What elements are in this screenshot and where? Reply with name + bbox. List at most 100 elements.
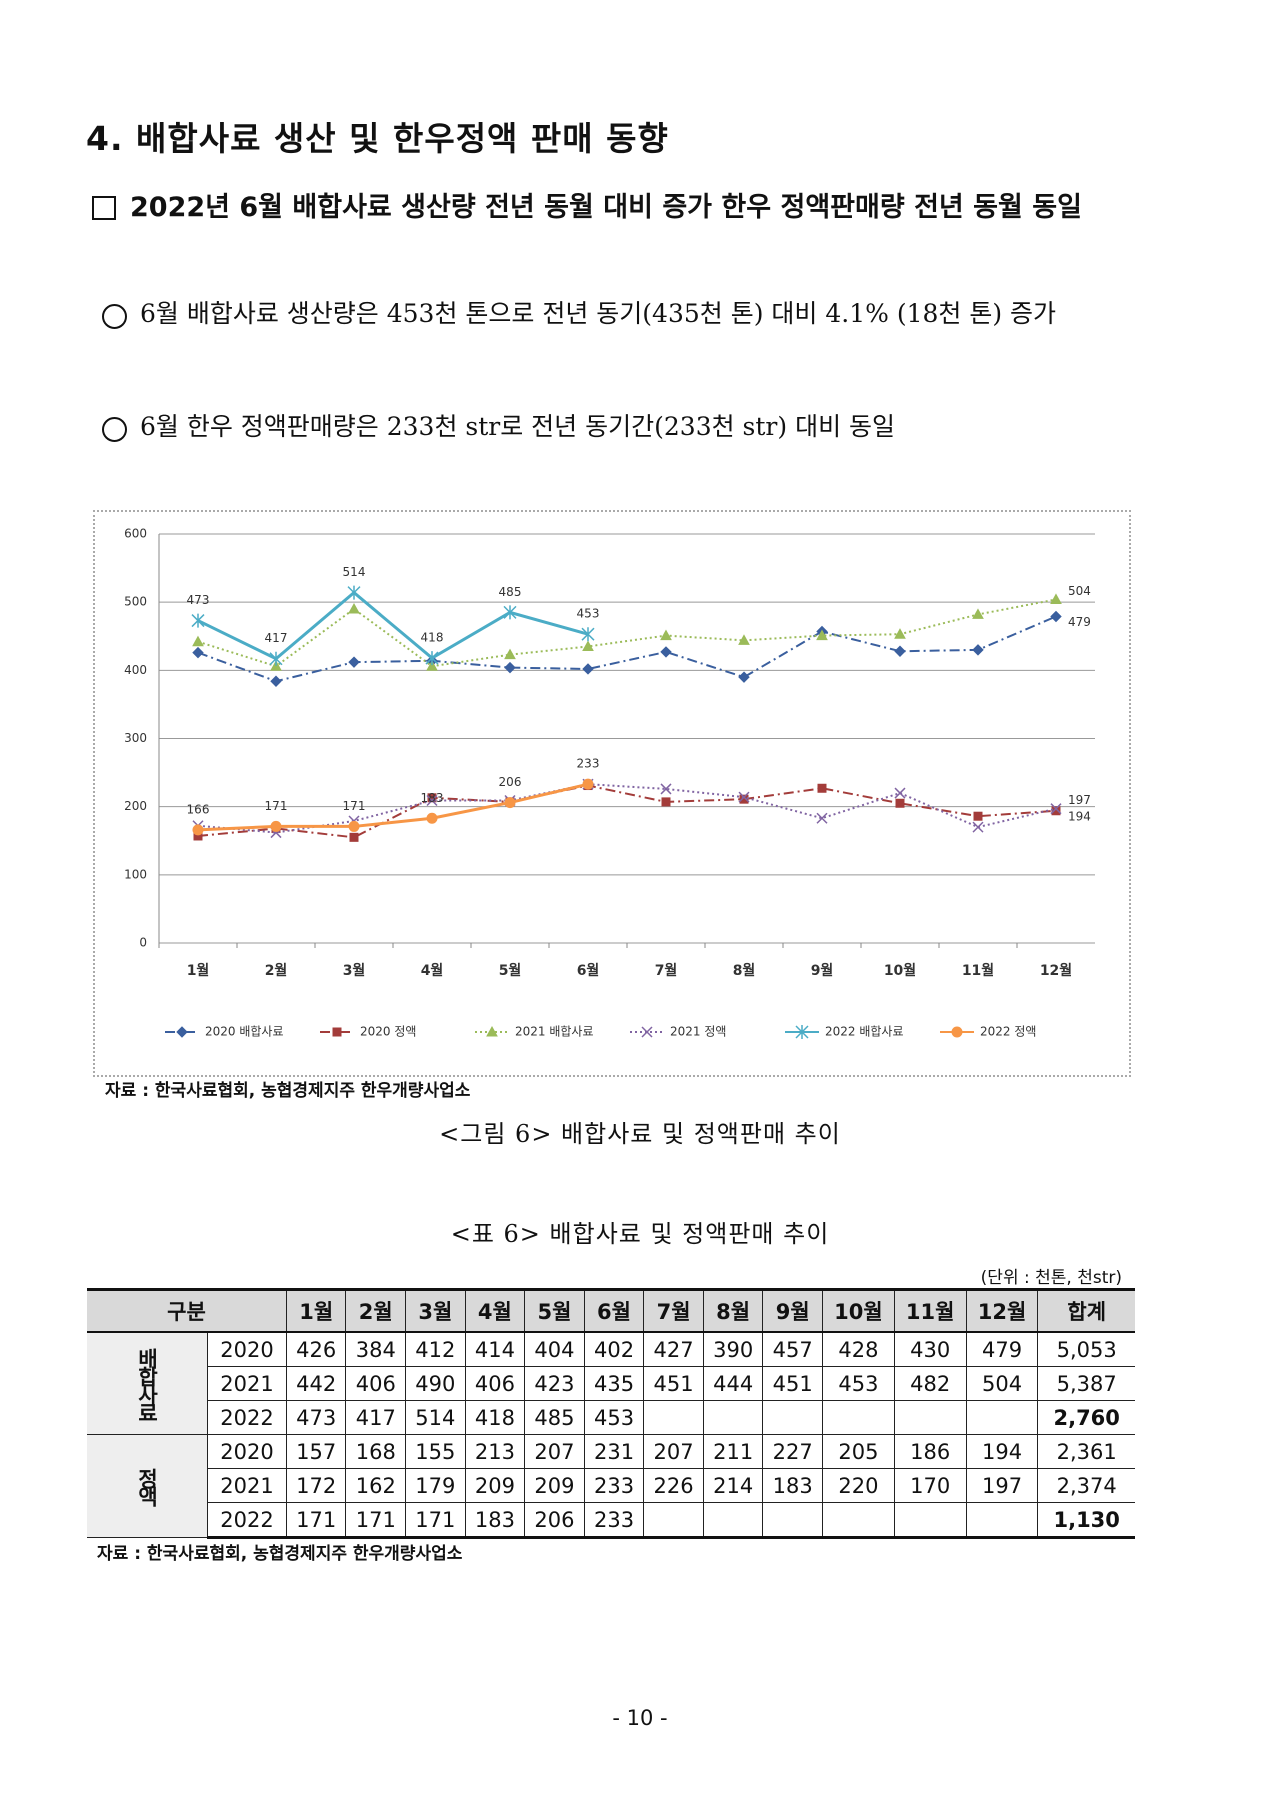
point <box>973 811 983 821</box>
data-cell: 2,361 <box>1037 1434 1135 1469</box>
header-cell: 6월 <box>583 1288 645 1333</box>
group-label: 배합사료 <box>87 1331 208 1435</box>
point <box>816 812 828 824</box>
point <box>426 812 438 824</box>
point <box>426 795 438 807</box>
point <box>895 798 905 808</box>
data-label: 453 <box>577 607 600 621</box>
data-cell: 1,130 <box>1037 1502 1135 1539</box>
data-label: 514 <box>343 565 366 579</box>
point <box>270 820 282 832</box>
data-cell <box>702 1400 764 1435</box>
y-tick-label: 0 <box>139 936 147 950</box>
chart: 0 100 200 300 400 500 600 1월 2월 3월 4월 5월 6월 7월 8월 9월 10월… <box>124 527 1095 1039</box>
series-line <box>197 782 589 832</box>
point <box>660 629 672 641</box>
data-label: 197 <box>1068 793 1091 807</box>
data-cell: 482 <box>893 1366 967 1401</box>
point <box>504 797 516 809</box>
year-cell: 2021 <box>207 1468 287 1503</box>
data-cell: 453 <box>821 1366 895 1401</box>
year-cell: 2021 <box>207 1366 287 1401</box>
header-cell: 구분 <box>87 1288 287 1333</box>
x-tick-label: 4월 <box>421 962 444 979</box>
header-cell: 4월 <box>464 1288 526 1333</box>
point <box>191 613 205 628</box>
x-tick-label: 6월 <box>577 962 600 979</box>
point <box>270 675 282 687</box>
data-label: 233 <box>577 757 600 771</box>
data-cell: 5,053 <box>1037 1331 1135 1367</box>
data-label: 417 <box>265 631 288 645</box>
data-cell: 231 <box>583 1434 645 1469</box>
point <box>192 824 204 836</box>
table-row: 배합사료 2020 426 384 412 414 404 402 427 390 457 428 43… <box>87 1331 1135 1435</box>
header-cell: 11월 <box>893 1288 967 1333</box>
data-cell: 414 <box>464 1331 526 1367</box>
data-cell: 404 <box>524 1331 585 1367</box>
legend-marker <box>951 1026 963 1038</box>
header-cell: 9월 <box>762 1288 823 1333</box>
data-cell <box>762 1400 823 1435</box>
point <box>582 778 594 790</box>
header-cell: 7월 <box>643 1288 704 1333</box>
circle-marker <box>102 304 127 329</box>
y-tick-label: 300 <box>124 731 147 745</box>
point <box>738 791 750 803</box>
data-cell: 442 <box>285 1366 347 1401</box>
data-label: 171 <box>265 799 288 813</box>
data-cell: 211 <box>702 1434 764 1469</box>
data-cell: 171 <box>285 1502 347 1539</box>
point <box>349 832 359 842</box>
point <box>817 783 827 793</box>
data-cell: 194 <box>965 1434 1039 1469</box>
data-cell: 226 <box>643 1468 704 1503</box>
data-cell: 451 <box>643 1366 704 1401</box>
data-cell: 457 <box>762 1331 823 1367</box>
data-cell: 430 <box>893 1331 967 1367</box>
table-row: 2022 171 171 171 183 206 233 1,130 <box>87 1502 1135 1539</box>
figure-caption: <그림 6> 배합사료 및 정액판매 추이 <box>439 1120 841 1148</box>
data-label: 206 <box>499 775 522 789</box>
data-cell <box>965 1502 1039 1539</box>
point <box>504 648 516 660</box>
data-cell: 214 <box>702 1468 764 1503</box>
data-cell: 423 <box>524 1366 585 1401</box>
circle-marker <box>102 417 127 442</box>
data-cell: 451 <box>762 1366 823 1401</box>
header-cell: 합계 <box>1037 1288 1135 1333</box>
header-cell: 5월 <box>524 1288 585 1333</box>
data-cell: 186 <box>893 1434 967 1469</box>
data-cell: 206 <box>524 1502 585 1539</box>
data-cell: 504 <box>965 1366 1039 1401</box>
data-cell: 2,760 <box>1037 1400 1135 1435</box>
data-cell <box>643 1400 704 1435</box>
data-cell: 197 <box>965 1468 1039 1503</box>
year-cell: 2020 <box>207 1434 287 1469</box>
data-cell: 162 <box>345 1468 407 1503</box>
data-cell: 220 <box>821 1468 895 1503</box>
point <box>738 634 750 645</box>
point <box>427 793 437 803</box>
data-cell: 444 <box>702 1366 764 1401</box>
data-cell: 5,387 <box>1037 1366 1135 1401</box>
point <box>660 783 672 795</box>
data-label: 418 <box>421 631 444 645</box>
y-tick-label: 500 <box>124 595 147 609</box>
data-cell: 233 <box>583 1468 645 1503</box>
data-label: 183 <box>421 791 444 805</box>
y-tick-label: 600 <box>124 527 147 541</box>
data-cell: 406 <box>464 1366 526 1401</box>
legend-marker <box>176 1026 188 1038</box>
year-cell: 2022 <box>207 1502 287 1539</box>
y-tick-label: 400 <box>124 663 147 677</box>
point <box>504 661 516 674</box>
data-cell <box>821 1400 895 1435</box>
data-label: 166 <box>187 802 210 816</box>
table-unit: (단위 : 천톤, 천str) <box>980 1268 1122 1288</box>
x-tick-label: 12월 <box>1040 962 1072 979</box>
point <box>894 645 906 657</box>
data-cell: 412 <box>405 1331 466 1367</box>
page-number: - 10 - <box>612 1706 668 1730</box>
series-line <box>197 590 589 661</box>
